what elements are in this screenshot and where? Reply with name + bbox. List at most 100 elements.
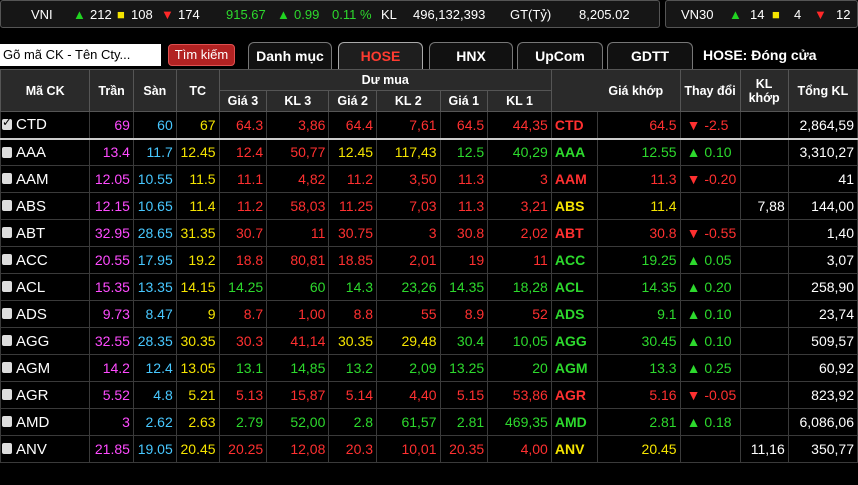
bid-price-1: 5.15 xyxy=(439,381,489,409)
vn30-index-panel: VN30 ▲ 14 ■ 4 ▼ 12 xyxy=(665,0,858,28)
row-checkbox[interactable] xyxy=(2,335,12,346)
tab-gdtt[interactable]: GDTT xyxy=(607,42,693,69)
header-change[interactable]: Thay đổi xyxy=(679,69,741,112)
match-volume xyxy=(739,327,789,355)
price-change xyxy=(679,192,741,220)
table-row[interactable]: AMD 3 2.62 2.63 2.79 52,00 2.8 61,57 2.81 469,35 A… xyxy=(0,408,858,436)
bid-price-2: 11.2 xyxy=(328,165,378,193)
table-row[interactable]: ANV 21.85 19.05 20.45 20.25 12,08 20.3 10,01 20.… xyxy=(0,435,858,463)
up-triangle-icon: ▲ xyxy=(686,306,705,322)
reference-price: 11.5 xyxy=(175,165,220,193)
match-volume xyxy=(739,300,789,328)
floor-price: 10.55 xyxy=(132,165,177,193)
table-row[interactable]: CTD69606764.33,8664.47,6164.544,35CTD64.… xyxy=(0,111,858,140)
row-checkbox[interactable] xyxy=(2,443,12,454)
bid-vol-1: 2,02 xyxy=(487,219,552,247)
bid-price-2: 12.45 xyxy=(328,138,378,166)
header-bid-vol-2: KL 2 xyxy=(376,90,441,112)
bid-price-3: 18.8 xyxy=(218,246,268,274)
symbol-cell[interactable]: ACC xyxy=(0,246,91,274)
tab-hose[interactable]: HOSE xyxy=(338,42,423,69)
match-volume: 7,88 xyxy=(739,192,789,220)
row-checkbox[interactable] xyxy=(2,281,12,292)
symbol-cell[interactable]: ABT xyxy=(0,219,91,247)
bid-price-3: 2.79 xyxy=(218,408,268,436)
tab-upcom[interactable]: UpCom xyxy=(517,42,603,69)
symbol-cell[interactable]: ADS xyxy=(0,300,91,328)
table-row[interactable]: ABT 32.95 28.65 31.35 30.7 11 30.75 3 30.8 2,02 AB… xyxy=(0,219,858,247)
table-row[interactable]: ACC 20.55 17.95 19.2 18.8 80,81 18.85 2,01 19 11 A… xyxy=(0,246,858,274)
row-checkbox[interactable] xyxy=(2,416,12,427)
floor-price: 28.65 xyxy=(132,219,177,247)
header-bid-group: Dư mua xyxy=(218,69,552,91)
row-checkbox[interactable] xyxy=(2,200,12,211)
bid-vol-1: 20 xyxy=(487,354,552,382)
total-volume: 350,77 xyxy=(787,435,858,463)
row-checkbox[interactable] xyxy=(2,254,12,265)
floor-price: 28.35 xyxy=(132,327,177,355)
vni-declines: 174 xyxy=(178,7,200,22)
bid-vol-2: 7,61 xyxy=(376,111,441,140)
symbol-cell[interactable]: AGG xyxy=(0,327,91,355)
bid-vol-1: 44,35 xyxy=(487,111,552,140)
reference-price: 12.45 xyxy=(175,138,220,166)
floor-price: 8.47 xyxy=(132,300,177,328)
price-change: ▲ 0.18 xyxy=(679,408,741,436)
row-checkbox[interactable] xyxy=(2,362,12,373)
symbol-cell[interactable]: ANV xyxy=(0,435,91,463)
table-row[interactable]: AGR 5.52 4.8 5.21 5.13 15,87 5.14 4,40 5.15 53,86… xyxy=(0,381,858,409)
table-row[interactable]: AGG 32.55 28.35 30.35 30.3 41,14 30.35 29,48 30.… xyxy=(0,327,858,355)
search-input[interactable]: Gõ mã CK - Tên Cty... xyxy=(0,44,161,66)
ceiling-price: 12.05 xyxy=(89,165,134,193)
header-total-volume[interactable]: Tổng KL xyxy=(787,69,858,112)
header-symbol[interactable]: Mã CK xyxy=(0,69,91,112)
bid-price-3: 5.13 xyxy=(218,381,268,409)
table-row[interactable]: ADS 9.73 8.47 9 8.7 1,00 8.8 55 8.9 52 ADS 9.1 ▲ 0.1… xyxy=(0,300,858,328)
symbol-cell[interactable]: ACL xyxy=(0,273,91,301)
row-checkbox[interactable] xyxy=(2,115,12,130)
header-floor[interactable]: Sàn xyxy=(132,69,177,112)
header-match-volume[interactable]: KL khớp xyxy=(739,69,789,112)
match-symbol: AAA xyxy=(550,138,599,166)
header-ceiling[interactable]: Trần xyxy=(89,69,134,112)
table-row[interactable]: AGM 14.2 12.4 13.05 13.1 14,85 13.2 2,09 13.25 20… xyxy=(0,354,858,382)
symbol-cell[interactable]: CTD xyxy=(0,111,91,140)
row-checkbox[interactable] xyxy=(2,146,12,158)
match-symbol: AGM xyxy=(550,354,599,382)
row-checkbox[interactable] xyxy=(2,389,12,400)
row-checkbox[interactable] xyxy=(2,308,12,319)
bid-vol-3: 4,82 xyxy=(266,165,330,193)
match-price: 2.81 xyxy=(597,408,681,436)
symbol-cell[interactable]: AAM xyxy=(0,165,91,193)
vni-volume-label: KL xyxy=(381,7,397,22)
symbol-cell[interactable]: ABS xyxy=(0,192,91,220)
bid-vol-1: 3,21 xyxy=(487,192,552,220)
table-row[interactable]: ABS 12.15 10.65 11.4 11.2 58,03 11.25 7,03 11.3 3… xyxy=(0,192,858,220)
symbol-cell[interactable]: AMD xyxy=(0,408,91,436)
square-icon: ■ xyxy=(117,7,125,22)
row-checkbox[interactable] xyxy=(2,227,12,238)
down-triangle-icon: ▼ xyxy=(686,225,705,241)
price-change: ▲ 0.10 xyxy=(679,327,741,355)
table-row[interactable]: AAM 12.05 10.55 11.5 11.1 4,82 11.2 3,50 11.3 3 AA… xyxy=(0,165,858,193)
tab-watchlist[interactable]: Danh mục xyxy=(248,42,332,69)
header-reference[interactable]: TC xyxy=(175,69,220,112)
match-volume xyxy=(739,381,789,409)
table-row[interactable]: ACL 15.35 13.35 14.15 14.25 60 14.3 23,26 14.35 1… xyxy=(0,273,858,301)
match-symbol: AAM xyxy=(550,165,599,193)
symbol-cell[interactable]: AAA xyxy=(0,138,91,166)
header-match-price[interactable]: Giá khớp xyxy=(550,69,681,112)
match-symbol: CTD xyxy=(550,111,599,140)
up-triangle-icon: ▲ xyxy=(686,360,705,376)
floor-price: 60 xyxy=(132,111,177,140)
bid-vol-3: 12,08 xyxy=(266,435,330,463)
row-checkbox[interactable] xyxy=(2,173,12,184)
table-row[interactable]: AAA 13.4 11.7 12.45 12.4 50,77 12.45 117,43 12.5… xyxy=(0,138,858,166)
match-symbol: AMD xyxy=(550,408,599,436)
tab-hnx[interactable]: HNX xyxy=(429,42,513,69)
match-price: 13.3 xyxy=(597,354,681,382)
symbol-cell[interactable]: AGR xyxy=(0,381,91,409)
search-button[interactable]: Tìm kiếm xyxy=(168,44,235,66)
symbol-cell[interactable]: AGM xyxy=(0,354,91,382)
total-volume: 60,92 xyxy=(787,354,858,382)
